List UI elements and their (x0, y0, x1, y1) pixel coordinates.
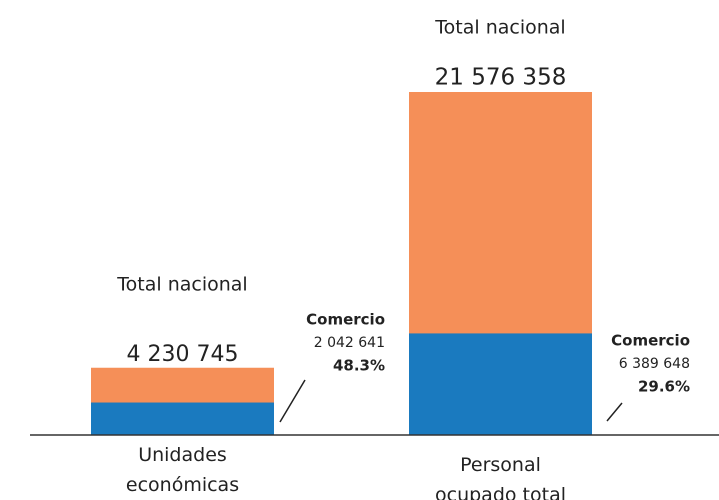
comercio-share: 48.3% (333, 357, 385, 375)
comercio-label: Comercio (611, 332, 690, 350)
comercio-bar (409, 333, 592, 435)
comercio-bar (91, 402, 274, 435)
pointer-line (279, 379, 306, 423)
comercio-share: 29.6% (638, 378, 690, 396)
total-label: Total nacional (434, 17, 565, 39)
comercio-label: Comercio (306, 311, 385, 329)
total-value: 21 576 358 (435, 65, 567, 91)
total-label: Total nacional (116, 274, 247, 296)
comercio-value: 2 042 641 (314, 335, 385, 351)
category-label: Personal ocupado total (435, 454, 566, 500)
category-label: Unidades económicas (125, 444, 240, 496)
comercio-value: 6 389 648 (619, 356, 690, 372)
total-value: 4 230 745 (127, 342, 239, 367)
pointer-line (606, 402, 623, 422)
